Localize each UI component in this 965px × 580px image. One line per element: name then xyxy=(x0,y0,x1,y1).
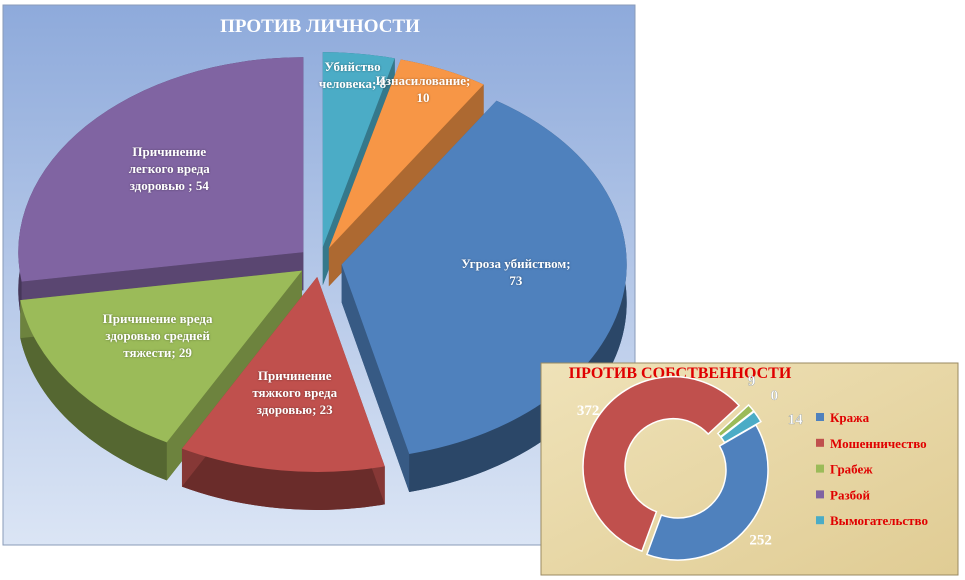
slice-side xyxy=(20,300,167,481)
slice xyxy=(328,59,484,249)
legend-swatch xyxy=(816,516,824,525)
data-label: Причинение легкого вреда здоровью ; 54 xyxy=(128,144,210,194)
data-label: Причинение тяжкого вреда здоровью; 23 xyxy=(252,367,338,417)
legend-label: Мошенничество xyxy=(830,436,927,451)
data-label: 252 xyxy=(749,533,772,549)
data-label: Изнасилование; 10 xyxy=(375,72,471,105)
legend-label: Вымогательство xyxy=(830,513,928,528)
data-label: 0 xyxy=(771,388,779,404)
legend-label: Грабеж xyxy=(830,462,873,477)
donut: 252 Кража 372 Мошенничество 9 Грабеж 0 Разбой 14… xyxy=(577,373,928,561)
data-label: 9 xyxy=(748,373,756,389)
slice xyxy=(181,276,385,472)
legend-label: Кража xyxy=(830,410,870,425)
slice-side xyxy=(341,264,410,492)
legend-label: Разбой xyxy=(830,487,870,502)
slice xyxy=(18,57,304,282)
slice-side xyxy=(181,448,385,510)
legend-swatch xyxy=(816,464,824,473)
slice xyxy=(322,52,395,248)
data-label: Угроза убийством; 73 xyxy=(461,255,571,288)
data-label: 14 xyxy=(788,412,804,428)
data-label: Причинение вреда здоровью средней тяжест… xyxy=(102,311,213,361)
chart-title: ПРОТИВ ЛИЧНОСТИ xyxy=(220,16,420,37)
donut-segment xyxy=(719,410,762,444)
donut-segment xyxy=(582,375,741,553)
chart-title: ПРОТИВ СОБСТВЕННОСТИ xyxy=(569,365,792,382)
legend-swatch xyxy=(816,438,824,447)
slice xyxy=(20,270,303,443)
slice-side xyxy=(328,84,484,287)
legend-swatch xyxy=(816,413,824,421)
data-label: 372 xyxy=(577,403,600,419)
legend-swatch xyxy=(816,490,824,499)
donut-segment xyxy=(645,423,769,561)
data-label: Убийство человека; 8 xyxy=(318,59,387,92)
